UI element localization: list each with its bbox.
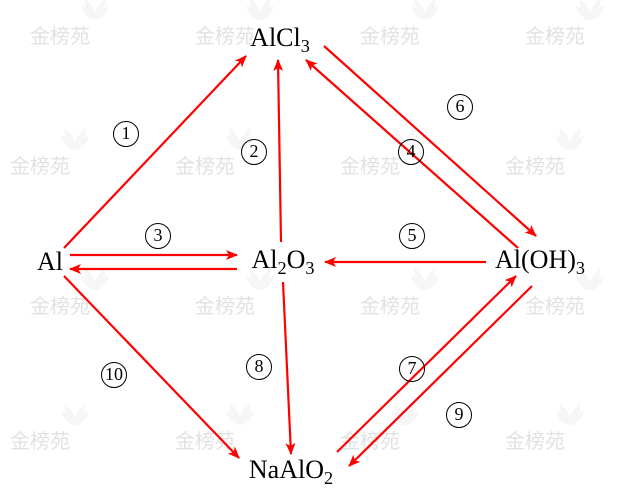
node-al2o3: Al2O3 — [252, 245, 315, 279]
edge-label-8: 8 — [246, 354, 272, 380]
edge-label-10: 10 — [101, 362, 127, 388]
edge-label-2: 2 — [241, 139, 267, 165]
edge-label-4: 4 — [398, 139, 424, 165]
node-alcl3: AlCl3 — [250, 23, 310, 57]
edge-label-7: 7 — [399, 356, 425, 382]
edge-label-5: 5 — [399, 223, 425, 249]
edge-label-1: 1 — [113, 121, 139, 147]
node-al: Al — [37, 247, 63, 277]
node-aloh3: Al(OH)3 — [495, 245, 585, 279]
edge-e10 — [64, 276, 239, 458]
edge-label-3: 3 — [145, 223, 171, 249]
chemistry-network-diagram: 金榜苑金榜苑金榜苑金榜苑金榜苑金榜苑金榜苑金榜苑金榜苑金榜苑金榜苑金榜苑金榜苑金… — [0, 0, 620, 503]
edge-e6 — [324, 46, 536, 236]
edge-e1 — [64, 56, 246, 248]
edge-e9 — [349, 286, 532, 466]
edge-e7 — [337, 276, 516, 452]
node-naalo2: NaAlO2 — [249, 455, 333, 489]
edge-e2 — [278, 60, 281, 242]
edge-label-6: 6 — [447, 94, 473, 120]
edge-label-9: 9 — [446, 402, 472, 428]
edge-e8 — [283, 282, 291, 454]
